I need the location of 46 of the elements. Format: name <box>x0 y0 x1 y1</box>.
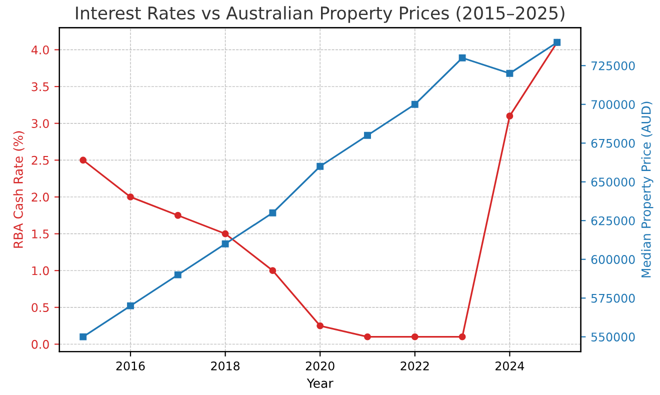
point <box>506 112 514 120</box>
y-tick-label: 1.5 <box>32 230 49 238</box>
y-tick-label: 1.0 <box>32 266 49 276</box>
y-tick-label: 3.0 <box>32 119 49 128</box>
y2-tick-label: 650000 <box>591 178 635 187</box>
point <box>222 230 229 238</box>
point <box>411 333 418 340</box>
point <box>316 162 324 170</box>
point <box>411 100 418 108</box>
y-tick-label: 2.5 <box>32 156 49 165</box>
y-tick-label: 2.0 <box>32 192 49 202</box>
x-tick-label: 2016 <box>116 361 145 370</box>
x-tick-label: 2024 <box>496 361 524 370</box>
x-axis-title: Year <box>306 378 334 388</box>
y2-tick-label: 550000 <box>591 332 635 342</box>
point <box>222 240 229 248</box>
y-tick-label: 0.0 <box>32 340 49 349</box>
point <box>364 132 371 139</box>
x-tick-label: 2022 <box>400 361 429 370</box>
y-tick-label: 0.5 <box>32 303 49 312</box>
point <box>269 209 276 216</box>
x-tick-label: 2018 <box>211 361 240 370</box>
point <box>458 54 466 62</box>
y-tick-label: 3.5 <box>32 82 49 92</box>
y-tick-label: 4.0 <box>31 45 49 54</box>
point <box>174 212 182 219</box>
y2-tick-label: 625000 <box>591 216 635 226</box>
y2-tick-label: 700000 <box>591 100 635 110</box>
chart-title: Interest Rates vs Australian Property Prices (2015–2025) <box>76 6 564 23</box>
point <box>80 156 87 164</box>
point <box>364 333 371 340</box>
point <box>506 70 514 77</box>
x-tick-label: 2020 <box>306 361 334 370</box>
y-axis-title: RBA Cash Rate (%) <box>13 131 24 248</box>
point <box>269 267 276 274</box>
point <box>174 271 182 278</box>
point <box>127 193 134 200</box>
y2-axis-title: Median Property Price (AUD) <box>641 102 654 278</box>
y2-tick-label: 600000 <box>591 255 635 264</box>
point <box>458 333 466 340</box>
y2-tick-label: 575000 <box>591 294 635 303</box>
y2-tick-label: 725000 <box>591 61 635 70</box>
y2-tick-label: 675000 <box>591 138 635 148</box>
point <box>127 302 134 310</box>
point <box>316 322 324 330</box>
point <box>80 333 87 340</box>
